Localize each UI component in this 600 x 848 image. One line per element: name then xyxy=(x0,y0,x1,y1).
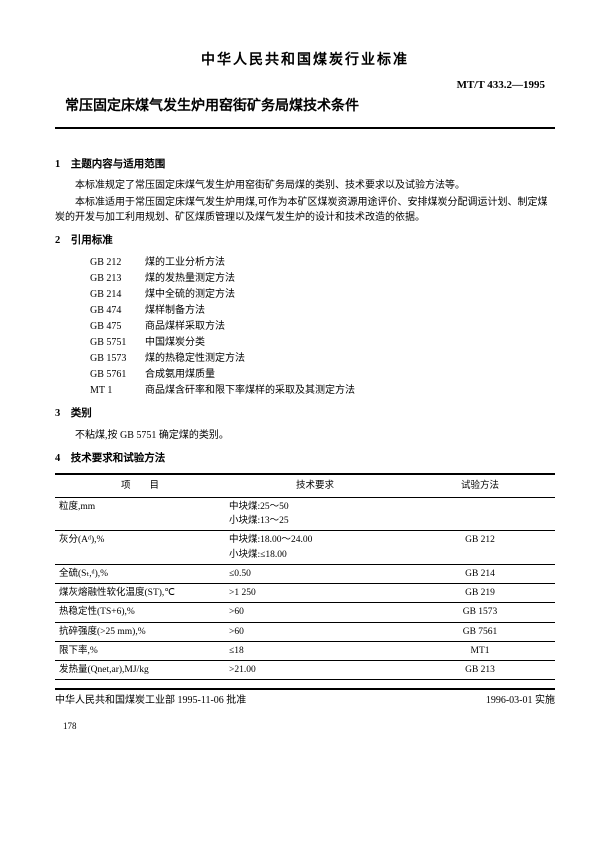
table-cell: 中块煤:25～50小块煤:13～25 xyxy=(225,497,405,531)
table-header: 试验方法 xyxy=(405,474,555,498)
table-row: 发热量(Qnet,ar),MJ/kg>21.00GB 213 xyxy=(55,661,555,680)
reference-item: GB 474煤样制备方法 xyxy=(90,303,555,318)
reference-item: GB 5761合成氨用煤质量 xyxy=(90,367,555,382)
spec-table: 项 目技术要求试验方法 粒度,mm中块煤:25～50小块煤:13～25灰分(Aᵈ… xyxy=(55,473,555,681)
reference-item: GB 1573煤的热稳定性测定方法 xyxy=(90,351,555,366)
section-3-p1: 不粘煤,按 GB 5751 确定煤的类别。 xyxy=(55,428,555,443)
table-cell: GB 7561 xyxy=(405,622,555,641)
table-cell: 热稳定性(TS+6),% xyxy=(55,603,225,622)
table-cell xyxy=(405,497,555,531)
table-cell: GB 1573 xyxy=(405,603,555,622)
reference-item: GB 5751中国煤炭分类 xyxy=(90,335,555,350)
reference-item: MT 1商品煤含矸率和限下率煤样的采取及其测定方法 xyxy=(90,383,555,398)
table-row: 抗碎强度(>25 mm),%>60GB 7561 xyxy=(55,622,555,641)
table-cell: >60 xyxy=(225,603,405,622)
table-cell: 灰分(Aᵈ),% xyxy=(55,531,225,565)
table-row: 灰分(Aᵈ),%中块煤:18.00～24.00小块煤:≤18.00GB 212 xyxy=(55,531,555,565)
section-1-head: 1 主题内容与适用范围 xyxy=(55,157,555,173)
table-cell: 全硫(Sₜ,ᵈ),% xyxy=(55,564,225,583)
table-cell: >60 xyxy=(225,622,405,641)
section-1-p2: 本标准适用于常压固定床煤气发生炉用煤,可作为本矿区煤炭资源用途评价、安排煤炭分配… xyxy=(55,195,555,225)
footer-approval: 中华人民共和国煤炭工业部 1995-11-06 批准 xyxy=(55,693,246,708)
table-row: 热稳定性(TS+6),%>60GB 1573 xyxy=(55,603,555,622)
page-number: 178 xyxy=(55,708,555,734)
table-header: 项 目 xyxy=(55,474,225,498)
table-cell: ≤0.50 xyxy=(225,564,405,583)
standard-code: MT/T 433.2—1995 xyxy=(55,77,555,94)
table-cell: GB 213 xyxy=(405,661,555,680)
table-row: 全硫(Sₜ,ᵈ),%≤0.50GB 214 xyxy=(55,564,555,583)
table-row: 限下率,%≤18MT1 xyxy=(55,641,555,660)
table-cell: 粒度,mm xyxy=(55,497,225,531)
table-cell: 煤灰熔融性软化温度(ST),℃ xyxy=(55,584,225,603)
table-cell: 发热量(Qnet,ar),MJ/kg xyxy=(55,661,225,680)
table-cell: GB 219 xyxy=(405,584,555,603)
reference-item: GB 213煤的发热量测定方法 xyxy=(90,271,555,286)
table-cell: GB 214 xyxy=(405,564,555,583)
table-cell: 抗碎强度(>25 mm),% xyxy=(55,622,225,641)
table-cell: 限下率,% xyxy=(55,641,225,660)
table-header: 技术要求 xyxy=(225,474,405,498)
section-2-head: 2 引用标准 xyxy=(55,233,555,249)
org-title: 中华人民共和国煤炭行业标准 xyxy=(55,50,555,71)
reference-item: GB 475商品煤样采取方法 xyxy=(90,319,555,334)
table-cell: >1 250 xyxy=(225,584,405,603)
section-1-p1: 本标准规定了常压固定床煤气发生炉用窑街矿务局煤的类别、技术要求以及试验方法等。 xyxy=(55,178,555,193)
reference-item: GB 212煤的工业分析方法 xyxy=(90,255,555,270)
table-cell: ≤18 xyxy=(225,641,405,660)
table-row: 粒度,mm中块煤:25～50小块煤:13～25 xyxy=(55,497,555,531)
table-cell: GB 212 xyxy=(405,531,555,565)
table-cell: 中块煤:18.00～24.00小块煤:≤18.00 xyxy=(225,531,405,565)
reference-item: GB 214煤中全硫的测定方法 xyxy=(90,287,555,302)
footer-effective: 1996-03-01 实施 xyxy=(486,693,555,708)
footer: 中华人民共和国煤炭工业部 1995-11-06 批准 1996-03-01 实施… xyxy=(55,688,555,734)
table-cell: >21.00 xyxy=(225,661,405,680)
section-3-head: 3 类别 xyxy=(55,406,555,422)
table-row: 煤灰熔融性软化温度(ST),℃>1 250GB 219 xyxy=(55,584,555,603)
table-cell: MT1 xyxy=(405,641,555,660)
reference-list: GB 212煤的工业分析方法GB 213煤的发热量测定方法GB 214煤中全硫的… xyxy=(90,255,555,398)
section-4-head: 4 技术要求和试验方法 xyxy=(55,451,555,467)
document-title: 常压固定床煤气发生炉用窑街矿务局煤技术条件 xyxy=(55,96,555,129)
